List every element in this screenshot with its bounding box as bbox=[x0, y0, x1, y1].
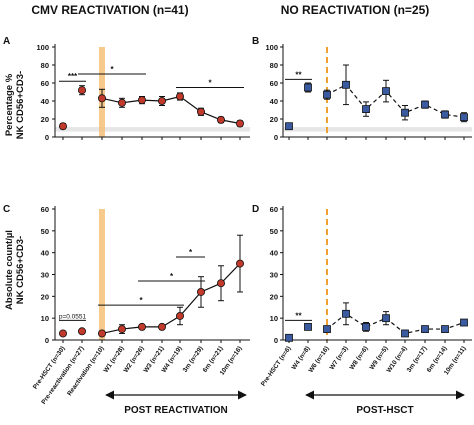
y-tick-label: 80 bbox=[270, 61, 278, 70]
y-tick-label: 30 bbox=[270, 271, 278, 280]
significance-label: *** bbox=[68, 72, 78, 81]
data-point bbox=[441, 325, 449, 333]
y-tick-label: 10 bbox=[270, 314, 278, 323]
y-axis-label-a-2: NK CD56+CD3- bbox=[15, 71, 26, 139]
y-tick-label: 40 bbox=[41, 97, 49, 106]
data-point bbox=[304, 322, 312, 331]
y-tick-label: 80 bbox=[41, 61, 49, 70]
y-tick-label: 60 bbox=[41, 205, 49, 214]
data-point bbox=[59, 122, 68, 131]
y-tick-label: 50 bbox=[270, 227, 278, 236]
significance-label: ** bbox=[295, 70, 302, 79]
data-point bbox=[382, 314, 390, 323]
y-tick-label: 10 bbox=[41, 314, 49, 323]
x-tick-label: Pre-HSCT (n=30) bbox=[32, 345, 67, 390]
x-tick-label: Reactivation (n=10) bbox=[66, 345, 105, 397]
x-tick-label: W8 (n=6) bbox=[349, 345, 370, 371]
data-point bbox=[362, 322, 370, 331]
data-point bbox=[118, 98, 127, 107]
reference-band bbox=[283, 127, 472, 132]
reference-band bbox=[55, 127, 250, 132]
significance-label: * bbox=[139, 296, 143, 305]
data-point bbox=[362, 105, 370, 113]
y-tick-label: 60 bbox=[270, 79, 278, 88]
data-point bbox=[157, 97, 166, 106]
data-point bbox=[196, 287, 205, 296]
y-tick-label: 40 bbox=[270, 97, 278, 106]
y-tick-label: 0 bbox=[274, 336, 278, 345]
data-point bbox=[118, 325, 127, 334]
x-tick-label: W7 (n=3) bbox=[329, 345, 350, 371]
data-point bbox=[59, 329, 68, 338]
y-tick-label: 20 bbox=[41, 292, 49, 301]
data-point bbox=[285, 333, 293, 342]
y-tick-label: 100 bbox=[36, 43, 49, 52]
data-point bbox=[382, 87, 390, 95]
data-point bbox=[401, 108, 409, 117]
significance-label: * bbox=[208, 79, 212, 88]
data-point bbox=[137, 322, 146, 331]
y-tick-label: 0 bbox=[274, 133, 278, 142]
panel-label-b: B bbox=[252, 36, 259, 47]
y-tick-label: 20 bbox=[270, 292, 278, 301]
label-post-hsct: POST-HSCT bbox=[356, 405, 413, 416]
data-point bbox=[441, 110, 449, 119]
data-point bbox=[235, 259, 244, 268]
significance-label: p=0.0551 bbox=[59, 313, 87, 320]
y-tick-label: 0 bbox=[45, 336, 49, 345]
data-point bbox=[323, 90, 331, 99]
significance-label: * bbox=[189, 248, 193, 257]
y-axis-label-c-2: NK CD56+CD3- bbox=[15, 236, 26, 304]
y-tick-label: 40 bbox=[270, 249, 278, 258]
y-tick-label: 100 bbox=[265, 43, 278, 52]
data-point bbox=[460, 318, 468, 327]
data-point bbox=[285, 122, 293, 131]
y-axis-label-c: Absolute count/µl bbox=[4, 230, 15, 310]
y-tick-label: 60 bbox=[270, 205, 278, 214]
data-point bbox=[196, 107, 205, 116]
data-point bbox=[216, 115, 225, 124]
data-point bbox=[78, 327, 87, 336]
data-point bbox=[401, 329, 409, 338]
data-point bbox=[323, 325, 331, 333]
panel-label-c: C bbox=[3, 204, 10, 215]
x-tick-label: Pre-HSCT (n=6) bbox=[260, 345, 293, 388]
data-point bbox=[175, 92, 184, 101]
data-point bbox=[342, 80, 350, 89]
y-axis-label-a: Percentage % bbox=[4, 73, 15, 136]
title-left: CMV REACTIVATION (n=41) bbox=[31, 3, 188, 17]
y-tick-label: 20 bbox=[41, 115, 49, 124]
y-tick-label: 0 bbox=[45, 133, 49, 142]
data-point bbox=[157, 322, 166, 331]
title-right: NO REACTIVATION (n=25) bbox=[281, 3, 430, 17]
data-point bbox=[175, 311, 184, 320]
data-point bbox=[137, 96, 146, 105]
data-point bbox=[235, 119, 244, 128]
panel-label-d: D bbox=[252, 204, 259, 215]
significance-label: * bbox=[170, 272, 174, 281]
data-point bbox=[98, 329, 107, 338]
y-tick-label: 50 bbox=[41, 227, 49, 236]
data-point bbox=[421, 325, 429, 333]
data-point bbox=[421, 100, 429, 109]
data-point bbox=[78, 86, 87, 95]
data-point bbox=[304, 83, 312, 92]
data-point bbox=[98, 94, 107, 103]
data-point bbox=[460, 113, 468, 122]
data-point bbox=[216, 279, 225, 288]
y-tick-label: 60 bbox=[41, 79, 49, 88]
y-tick-label: 30 bbox=[41, 271, 49, 280]
panel-label-a: A bbox=[3, 36, 10, 47]
y-tick-label: 40 bbox=[41, 249, 49, 258]
significance-label: ** bbox=[295, 311, 302, 320]
label-post-reactivation: POST REACTIVATION bbox=[124, 405, 228, 416]
panel-b: 0 20 40 60 80 100 ** bbox=[265, 43, 472, 142]
data-point bbox=[342, 309, 350, 318]
y-tick-label: 20 bbox=[270, 115, 278, 124]
significance-label: * bbox=[110, 65, 114, 74]
